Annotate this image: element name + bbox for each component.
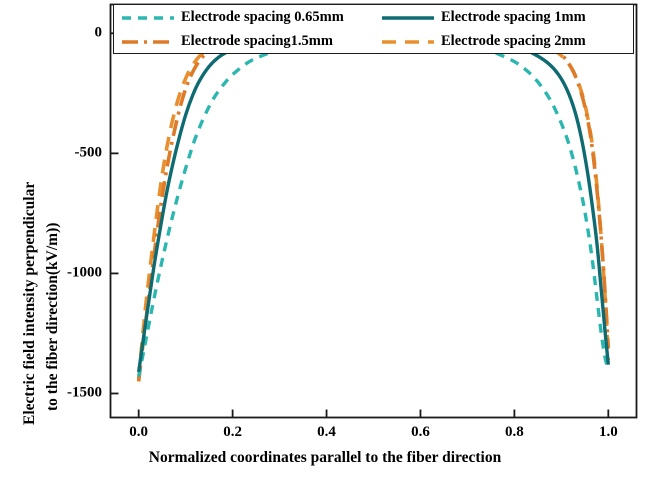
y-tick-label: -500 <box>74 144 103 161</box>
x-tick-label: 0.2 <box>223 423 242 440</box>
x-axis-label: Normalized coordinates parallel to the f… <box>148 449 502 466</box>
legend-item: Electrode spacing 2mm <box>374 34 633 49</box>
series-line <box>136 32 611 382</box>
y-tick-label: -1500 <box>67 384 102 401</box>
x-tick-label: 1.0 <box>598 423 618 440</box>
legend-item: Electrode spacing 0.65mm <box>114 10 374 25</box>
legend-line-sample <box>121 35 175 47</box>
x-tick-label: 0.0 <box>129 423 149 440</box>
legend-label: Electrode spacing 1mm <box>441 8 586 25</box>
y-tick-label: 0 <box>94 24 103 41</box>
legend: Electrode spacing 0.65mm Electrode spacin… <box>113 4 634 54</box>
legend-line-sample <box>381 11 435 23</box>
y-tick-label: -1000 <box>67 264 102 281</box>
x-tick-label: 0.6 <box>411 423 430 440</box>
x-tick-label: 0.4 <box>317 423 336 440</box>
legend-label: Electrode spacing 2mm <box>441 32 586 49</box>
legend-item: Electrode spacing 1mm <box>374 10 633 25</box>
legend-label: Electrode spacing1.5mm <box>181 32 333 49</box>
legend-label: Electrode spacing 0.65mm <box>181 8 344 25</box>
x-tick-label: 0.8 <box>505 423 524 440</box>
legend-line-sample <box>121 11 175 23</box>
legend-line-sample <box>381 35 435 47</box>
series-group <box>136 32 611 382</box>
series-line <box>136 32 611 380</box>
series-line <box>137 37 610 378</box>
plot-frame <box>109 3 638 419</box>
legend-item: Electrode spacing1.5mm <box>114 34 374 49</box>
series-line <box>136 34 611 373</box>
